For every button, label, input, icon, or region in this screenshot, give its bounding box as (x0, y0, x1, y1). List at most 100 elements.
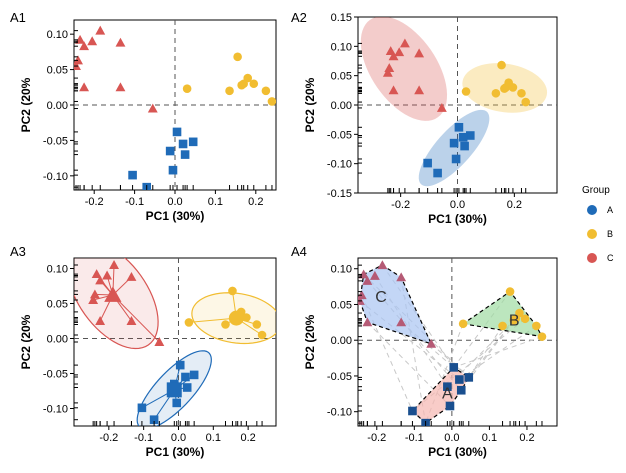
point-group-c (115, 37, 126, 47)
point-group-b (505, 287, 515, 296)
point-group-c (388, 51, 399, 61)
point-group-a (168, 165, 178, 175)
x-axis-label: PC1 (30%) (146, 445, 205, 459)
point-group-c (79, 82, 90, 92)
y-tick-label: 0.10 (47, 264, 68, 276)
point-group-a (443, 382, 452, 391)
point-group-a (149, 415, 159, 424)
ellipse-group-c (74, 258, 159, 350)
point-group-c (369, 270, 380, 280)
x-tick-label: 0.2 (507, 199, 522, 211)
point-group-a (449, 138, 459, 148)
point-group-b (491, 88, 501, 98)
group-label-a: A (442, 386, 453, 403)
panel-tag: A2 (291, 10, 307, 25)
link-line (367, 321, 451, 407)
y-tick-label: 0.05 (47, 299, 68, 311)
y-tick-label: 0.00 (331, 100, 352, 112)
point-group-c (362, 275, 373, 285)
point-group-c (115, 82, 126, 92)
point-group-a (458, 132, 468, 142)
x-tick-label: 0.2 (248, 196, 263, 208)
panel-a2: A2 -0.2 0.0 0.2 -0.15 -0.10 -0.05 0.00 0.05 0.10 0… (291, 10, 558, 226)
x-tick-label: -0.1 (125, 196, 144, 208)
point-group-a (172, 127, 182, 137)
point-group-b (182, 84, 192, 94)
x-tick-label: -0.2 (391, 199, 410, 211)
point-group-a (454, 122, 464, 132)
x-tick-label: 0.2 (240, 432, 255, 444)
link-line (449, 325, 503, 407)
point-group-b (532, 321, 541, 331)
point-group-b (509, 315, 519, 325)
point-group-a (445, 401, 455, 411)
legend: Group A B C (582, 185, 614, 263)
point-group-c (154, 337, 165, 346)
legend-label-c: C (607, 253, 614, 263)
x-tick-label: 0.0 (450, 199, 465, 211)
y-axis-label: PC2 (20% (19, 77, 33, 132)
point-group-b (461, 87, 471, 96)
y-tick-label: -0.10 (327, 407, 352, 419)
x-tick-label: -0.2 (367, 432, 386, 444)
point-group-c (426, 338, 437, 348)
centroid-group-c (104, 286, 122, 302)
point-group-b (225, 86, 234, 96)
y-tick-label: 0.15 (331, 12, 352, 24)
point-group-a (451, 154, 461, 164)
x-tick-label: -0.2 (99, 432, 118, 444)
x-tick-label: 0.0 (167, 196, 182, 208)
point-group-b (237, 80, 246, 90)
point-group-b (228, 286, 237, 296)
point-group-a (128, 170, 137, 180)
hull-group-c (359, 264, 433, 345)
point-group-c (102, 270, 113, 280)
y-tick-label: 0.05 (331, 299, 352, 311)
point-group-a (181, 372, 190, 382)
point-group-b (537, 332, 547, 341)
y-tick-label: 0.05 (47, 65, 68, 77)
point-group-b (242, 313, 251, 322)
panel-tag: A3 (10, 244, 26, 259)
point-group-b (500, 84, 509, 93)
point-group-a (465, 131, 475, 140)
link-line (453, 291, 511, 368)
y-tick-label: -0.05 (43, 369, 68, 381)
y-axis-label: PC2 (20% (303, 314, 317, 369)
point-group-c (88, 295, 99, 304)
x-tick-label: -0.1 (134, 432, 153, 444)
y-axis-label: PC2 (20% (19, 314, 33, 369)
link-line (453, 336, 543, 368)
x-axis-label: PC1 (30%) (428, 212, 487, 226)
point-group-a (172, 398, 182, 408)
point-group-b (233, 52, 242, 62)
point-group-a (408, 406, 417, 416)
y-tick-label: -0.05 (43, 135, 68, 147)
point-group-a (175, 360, 185, 370)
point-group-c (109, 260, 119, 269)
ellipse-group-a (418, 109, 490, 187)
point-group-c (396, 317, 407, 327)
point-group-a (165, 146, 175, 156)
x-tick-label: 0.1 (482, 432, 497, 444)
ellipse-group-c (360, 17, 448, 121)
centroid-group-b (228, 310, 244, 326)
point-group-a (178, 139, 188, 149)
legend-key-a (587, 205, 597, 215)
point-group-c (89, 289, 100, 299)
point-group-a (137, 403, 147, 413)
point-group-c (436, 102, 447, 112)
point-group-a (423, 158, 432, 168)
y-tick-label: 0.10 (47, 29, 68, 41)
point-group-b (520, 314, 530, 324)
y-tick-label: -0.10 (327, 159, 352, 171)
point-group-c (91, 269, 102, 279)
plot-frame (357, 257, 558, 427)
point-group-b (257, 330, 267, 340)
x-tick-label: 0.1 (206, 432, 221, 444)
y-axis-label: PC2 (20% (303, 77, 317, 132)
legend-key-b (587, 229, 597, 239)
x-axis-label: PC1 (30%) (146, 209, 205, 223)
point-group-b (249, 79, 259, 89)
